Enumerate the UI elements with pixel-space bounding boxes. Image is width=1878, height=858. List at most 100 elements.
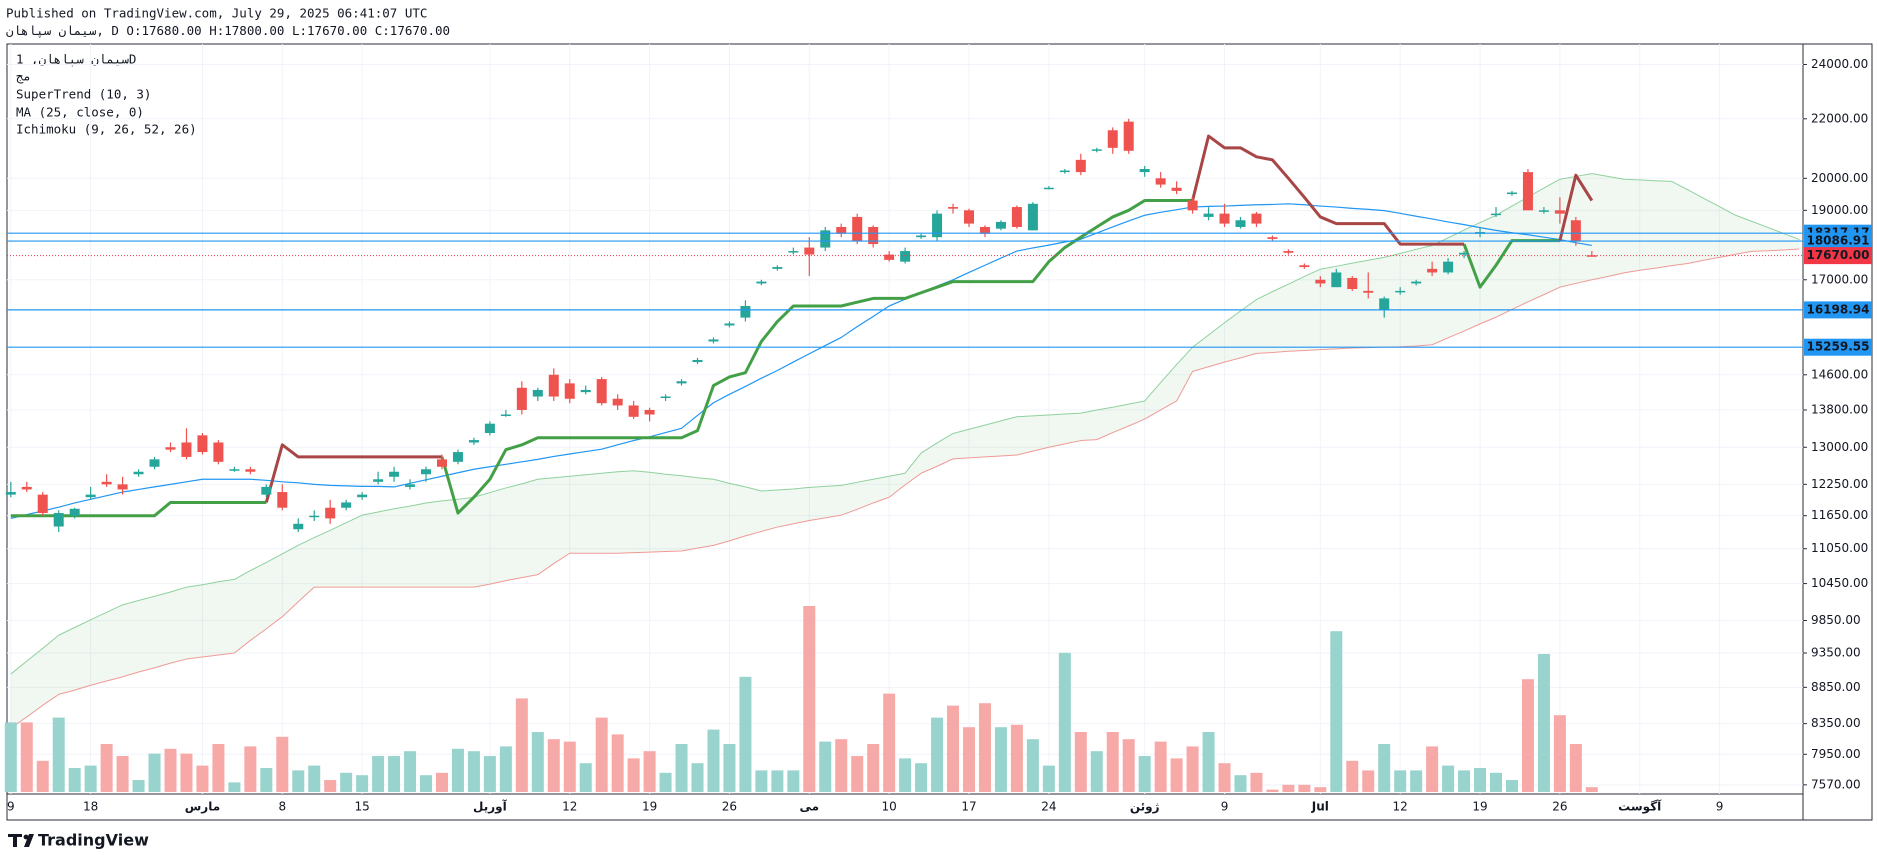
x-tick-label: می (800, 800, 820, 814)
volume-bar (579, 763, 592, 792)
candle-body (309, 515, 320, 518)
volume-bar (947, 705, 960, 792)
candle-body (1027, 203, 1038, 231)
ohlc: , D O:17680.00 H:17800.00 L:17670.00 C:1… (96, 23, 450, 38)
volume-bar (1218, 763, 1231, 792)
candle-body (1187, 200, 1198, 211)
volume-bar (420, 775, 433, 792)
candle-body (389, 471, 400, 477)
volume-bar (1234, 775, 1247, 792)
candle-body (1107, 130, 1118, 148)
legend-title: سیمان سپاهان, 1D (16, 52, 136, 67)
volume-bar (1378, 744, 1391, 792)
candle-body (932, 213, 943, 238)
candle-body (596, 379, 607, 404)
volume-bar (132, 780, 145, 792)
symbol: سیمان سپاهان (6, 23, 97, 38)
volume-bar (867, 744, 880, 792)
candle-body (1171, 187, 1182, 191)
candle-body (1283, 251, 1294, 253)
volume-bar (356, 775, 369, 792)
volume-bar (4, 722, 17, 792)
volume-bar (324, 780, 337, 792)
candle-body (612, 398, 623, 406)
candle-body (1075, 159, 1086, 173)
ichimoku-cloud (10, 173, 1800, 729)
y-tick-label: 19000.00 (1811, 203, 1868, 217)
volume-bar (276, 736, 289, 792)
volume-bar (180, 753, 193, 792)
candle-body (804, 247, 815, 255)
candle-body (37, 494, 48, 514)
candle-body (373, 479, 384, 482)
brand-logo (8, 834, 34, 847)
brand: TradingView (38, 831, 149, 850)
volume-bar (963, 727, 975, 792)
x-tick-label: 19 (642, 800, 657, 814)
candle-body (995, 221, 1006, 229)
price-label: 16198.94 (1806, 302, 1869, 316)
candle-body (165, 447, 176, 450)
x-tick-label: آوریل (473, 799, 508, 815)
candle-body (516, 387, 527, 410)
candle-body (1059, 170, 1070, 173)
y-tick-label: 20000.00 (1811, 171, 1868, 185)
candle-body (277, 492, 288, 508)
volume-bar (915, 763, 928, 792)
candle-body (1411, 281, 1422, 284)
candle-body (133, 471, 144, 475)
candle-body (548, 374, 559, 397)
volume-bar (260, 768, 273, 792)
candle-body (900, 251, 911, 262)
candle-body (1331, 272, 1342, 288)
volume-bar (483, 756, 496, 792)
candle-body (1043, 187, 1054, 190)
y-tick-label: 17000.00 (1811, 272, 1868, 286)
volume-bar (404, 751, 417, 792)
volume-bar (1330, 631, 1343, 792)
volume-bar (787, 770, 800, 792)
volume-bar (388, 756, 401, 792)
volume-bar (1058, 652, 1071, 792)
volume-bar (244, 746, 257, 792)
candle-body (468, 440, 479, 443)
candle-body (1491, 213, 1502, 216)
y-tick-label: 11650.00 (1811, 508, 1868, 522)
ichimoku-span-a (10, 173, 1800, 675)
volume-bar (1553, 715, 1566, 792)
candle-body (357, 494, 368, 498)
x-tick-label: مارس (185, 800, 220, 814)
volume-bar (372, 756, 385, 792)
candle-body (1123, 121, 1134, 151)
volume-bar (723, 744, 736, 792)
y-tick-label: 24000.00 (1811, 57, 1868, 71)
candle-body (1506, 192, 1517, 195)
price-label-bg (1804, 301, 1872, 319)
volume-bar (1314, 787, 1327, 792)
x-tick-label: 8 (278, 800, 286, 814)
y-tick-label: 10450.00 (1811, 576, 1868, 590)
volume-bar (611, 734, 624, 792)
price-label-bg (1804, 338, 1872, 356)
candle-body (53, 513, 64, 527)
volume-bar (164, 748, 177, 792)
volume-bar (739, 676, 752, 792)
published-line: Published on TradingView.com, July 29, 2… (6, 6, 427, 21)
x-tick-label: 9 (1716, 800, 1724, 814)
volume-bar (851, 756, 864, 792)
candle-body (1395, 290, 1406, 293)
volume-bar (1266, 789, 1279, 792)
volume-bar (755, 770, 768, 792)
volume-bar (994, 727, 1007, 792)
volume-bar (212, 744, 225, 792)
volume-bar (1362, 770, 1375, 792)
ma-line (10, 203, 1592, 519)
volume-bar (292, 770, 305, 792)
volume-bar (978, 703, 991, 792)
candle-body (1219, 213, 1230, 224)
candle-body (964, 210, 974, 224)
candle-body (1267, 237, 1278, 239)
volume-bar (1474, 768, 1487, 792)
candle-body (69, 508, 80, 516)
